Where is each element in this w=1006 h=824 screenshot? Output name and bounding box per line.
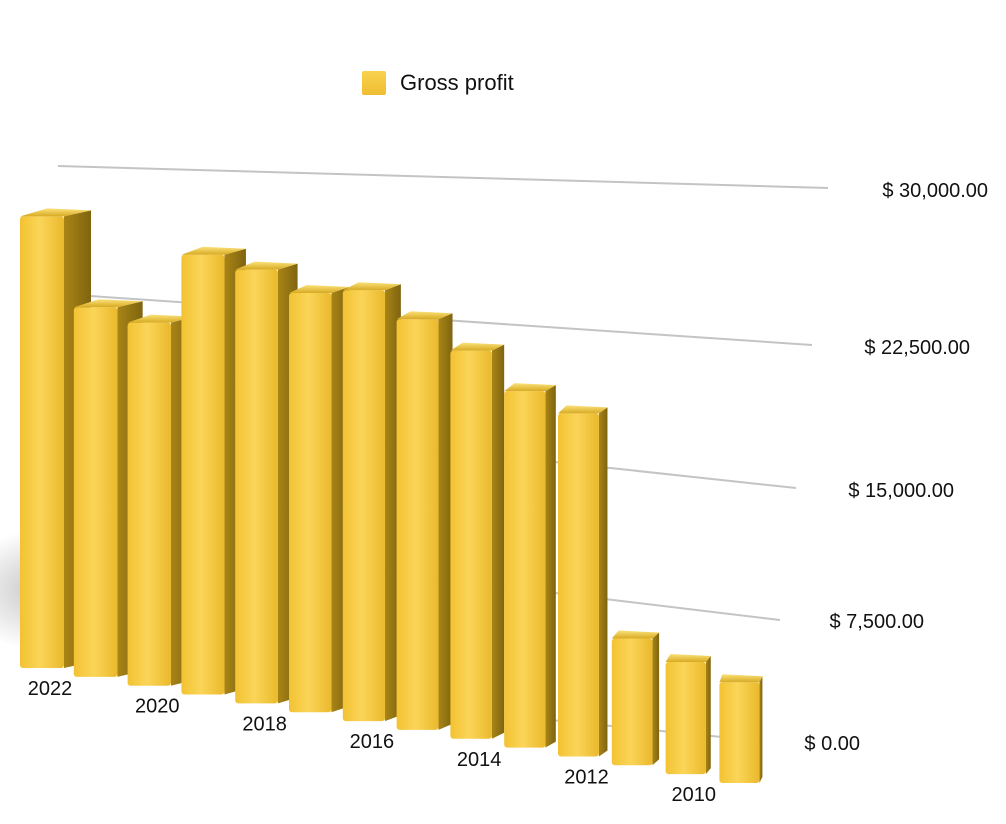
bar-front — [719, 682, 760, 783]
bar-top — [611, 630, 660, 639]
bar-side — [598, 407, 608, 757]
bar-front — [396, 319, 439, 730]
bar-side — [545, 385, 556, 748]
bar-front — [342, 290, 385, 722]
y-tick-label: $ 15,000.00 — [848, 480, 954, 502]
bar-top — [289, 284, 350, 293]
bar-2009 — [719, 674, 763, 783]
bar-front — [558, 413, 599, 757]
bar-top — [396, 311, 453, 320]
y-tick-label: $ 22,500.00 — [864, 337, 970, 359]
x-tick-label-2014: 2014 — [457, 749, 502, 771]
y-tick-label: $ 0.00 — [804, 733, 860, 755]
x-tick-label-2020: 2020 — [135, 696, 180, 718]
bar-top — [235, 261, 298, 270]
bar-2018 — [235, 261, 298, 704]
bar-front — [181, 254, 225, 695]
x-tick-label-2018: 2018 — [242, 713, 287, 735]
bar-top — [504, 383, 556, 392]
bar-top — [73, 299, 143, 308]
bar-2010 — [665, 653, 711, 775]
bar-side — [705, 655, 711, 775]
bar-front — [289, 292, 332, 713]
bar-top — [20, 208, 91, 217]
bar-top — [181, 246, 246, 255]
x-tick-label-2010: 2010 — [672, 784, 717, 806]
legend: Gross profit — [362, 70, 514, 96]
bar-front — [235, 269, 278, 704]
bar-top — [450, 342, 505, 351]
bar-front — [504, 391, 546, 748]
legend-swatch — [362, 71, 386, 95]
x-tick-label-2012: 2012 — [564, 766, 609, 788]
bar-top — [342, 282, 401, 291]
bar-front — [20, 216, 64, 668]
bar-front — [665, 661, 706, 775]
bar-side — [759, 676, 763, 783]
bar-top — [719, 674, 763, 683]
x-tick-label-2022: 2022 — [28, 678, 73, 700]
bar-2017 — [289, 284, 350, 713]
bar-2013 — [504, 383, 556, 748]
bar-side — [491, 344, 505, 739]
bar-2015 — [396, 311, 453, 730]
bar-front — [611, 638, 653, 766]
bar-front — [450, 350, 492, 739]
bar-top — [127, 314, 195, 323]
y-tick-label: $ 30,000.00 — [882, 180, 988, 202]
legend-label-gross-profit: Gross profit — [400, 70, 514, 95]
x-tick-label-2016: 2016 — [350, 731, 395, 753]
bar-2012 — [558, 405, 608, 757]
bar-top — [665, 653, 711, 662]
gridline-30000 — [57, 165, 829, 189]
bar-side — [652, 632, 660, 766]
bar-side — [438, 313, 453, 730]
bar-top — [558, 405, 608, 414]
bar-2014 — [450, 342, 505, 739]
bar-front — [127, 322, 171, 686]
bar-2016 — [342, 282, 401, 722]
bar-2011 — [611, 630, 660, 766]
bar-front — [73, 307, 118, 677]
y-tick-label: $ 7,500.00 — [829, 611, 924, 633]
